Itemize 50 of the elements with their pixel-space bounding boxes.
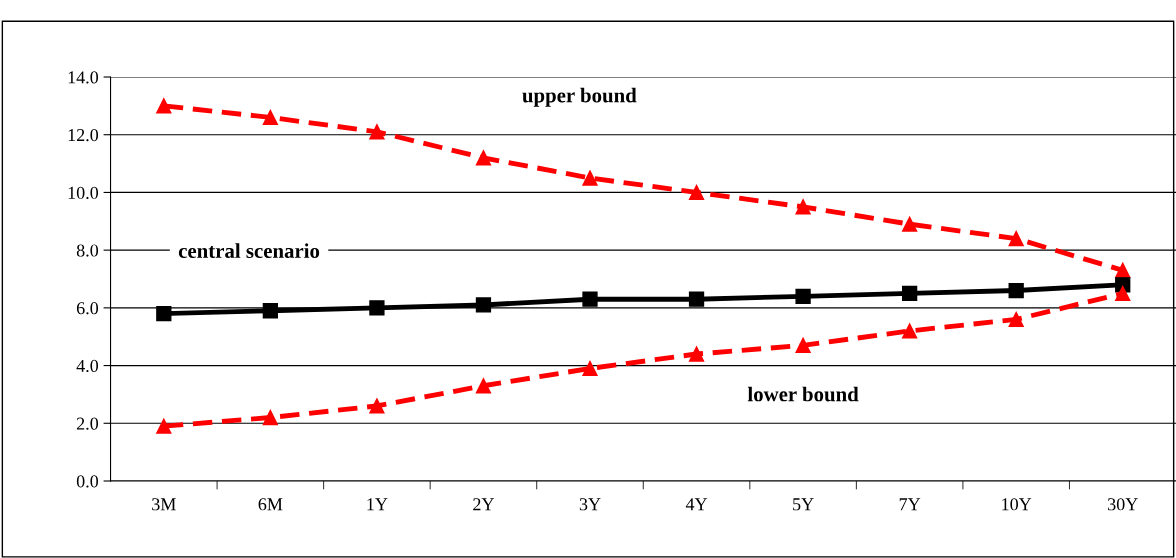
point [901, 285, 918, 302]
x-tick-label: 1Y [367, 498, 388, 511]
x-tick-label: 30Y [1108, 498, 1138, 511]
point [795, 288, 811, 304]
point [582, 291, 598, 307]
x-tick-label: 2Y [473, 498, 495, 511]
x-tick-label: 3M [152, 498, 176, 511]
point [475, 378, 492, 394]
point [795, 199, 811, 215]
point [369, 398, 385, 414]
point [688, 291, 705, 307]
point [262, 409, 279, 426]
point [1115, 285, 1131, 302]
point [795, 337, 811, 354]
x-tick-label: 7Y [899, 498, 921, 511]
series-label: lower bound [747, 386, 859, 402]
y-tick-label: 0.0 [76, 475, 99, 488]
point [901, 216, 918, 232]
y-tick-label: 14.0 [68, 71, 99, 84]
y-tick-label: 2.0 [76, 417, 99, 430]
y-tick-label: 8.0 [76, 244, 99, 257]
point [688, 184, 705, 201]
text: upper bound [522, 87, 637, 107]
point [262, 109, 279, 126]
y-tick-label: 10.0 [68, 186, 99, 199]
point [1008, 311, 1024, 328]
point [475, 150, 492, 166]
point [901, 323, 918, 339]
x-tick-label: 4Y [685, 498, 708, 511]
point [1008, 230, 1024, 247]
x-tick-label: 10Y [1002, 498, 1032, 511]
point [369, 124, 385, 140]
text: central scenario [178, 243, 320, 258]
point [156, 98, 172, 114]
point [582, 360, 598, 377]
point [688, 346, 705, 362]
y-tick-label: 6.0 [76, 302, 99, 315]
point [1008, 282, 1024, 299]
point [156, 418, 172, 434]
point [156, 305, 172, 322]
x-tick-label: 3Y [579, 498, 601, 511]
x-tick-label: 6M [258, 498, 283, 511]
point [369, 300, 385, 316]
y-tick-label: 4.0 [76, 359, 99, 373]
point [582, 170, 598, 186]
point [1115, 262, 1131, 278]
x-tick-label: 5Y [793, 498, 814, 511]
y-tick-label: 12.0 [68, 128, 99, 142]
point [262, 303, 279, 319]
point [475, 297, 492, 313]
